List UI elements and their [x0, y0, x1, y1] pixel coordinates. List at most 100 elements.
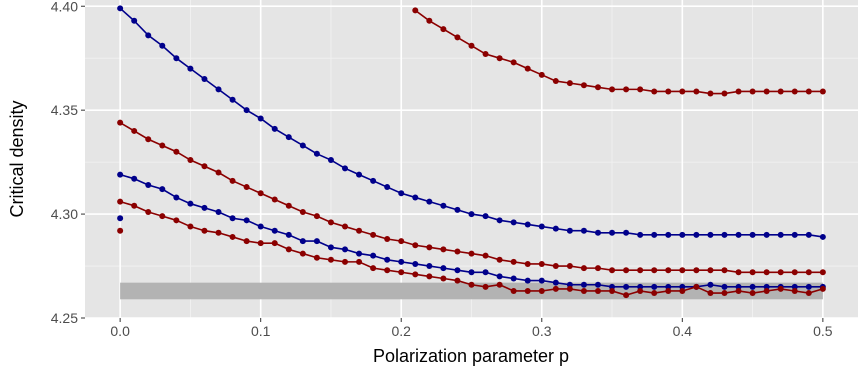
data-point	[412, 260, 419, 267]
data-point	[735, 231, 742, 238]
data-point	[440, 202, 447, 209]
data-point	[763, 287, 770, 294]
data-point	[707, 231, 714, 238]
data-point	[370, 177, 377, 184]
data-point	[159, 213, 166, 220]
data-point	[468, 250, 475, 257]
data-point	[243, 217, 250, 224]
data-point	[805, 88, 812, 95]
data-point	[580, 287, 587, 294]
data-point	[285, 134, 292, 141]
data-point	[454, 34, 461, 41]
data-point	[777, 285, 784, 292]
data-point	[566, 227, 573, 234]
data-point	[552, 225, 559, 232]
data-point	[229, 215, 236, 222]
series-4	[117, 171, 826, 290]
major-gridlines	[85, 0, 858, 319]
data-point	[285, 231, 292, 238]
data-point	[819, 269, 826, 276]
data-point	[594, 265, 601, 272]
data-point	[229, 233, 236, 240]
data-point	[398, 238, 405, 245]
data-point	[243, 184, 250, 191]
data-point	[665, 283, 672, 290]
data-point	[370, 231, 377, 238]
data-point	[623, 292, 630, 299]
data-point	[384, 267, 391, 274]
data-point	[665, 287, 672, 294]
data-point	[496, 217, 503, 224]
data-point	[117, 171, 124, 178]
series-2	[412, 7, 826, 97]
data-point	[327, 244, 334, 251]
data-point	[594, 281, 601, 288]
data-point	[299, 209, 306, 215]
data-point	[594, 84, 601, 91]
data-point	[426, 273, 433, 280]
data-point	[299, 238, 306, 245]
x-tick-label: 0.1	[251, 323, 271, 339]
data-point	[665, 267, 672, 274]
data-point	[594, 229, 601, 236]
data-point	[637, 267, 644, 274]
data-point	[117, 227, 124, 234]
series-3	[117, 119, 826, 276]
data-point	[398, 258, 405, 265]
data-point	[173, 194, 180, 201]
y-tick-label: 4.35	[51, 102, 78, 118]
data-point	[356, 250, 363, 257]
data-point	[510, 275, 517, 282]
data-point	[580, 265, 587, 272]
data-point	[651, 231, 658, 238]
data-point	[777, 88, 784, 95]
data-point	[651, 88, 658, 95]
data-point	[440, 246, 447, 253]
data-point	[356, 258, 363, 265]
data-point	[665, 88, 672, 95]
data-point	[749, 269, 756, 276]
data-point	[763, 231, 770, 238]
data-point	[271, 227, 278, 234]
data-point	[145, 181, 152, 188]
data-point	[791, 231, 798, 238]
data-point	[215, 86, 222, 93]
data-point	[749, 290, 756, 297]
x-tick-label: 0.0	[110, 323, 130, 339]
data-point	[468, 211, 475, 218]
data-point	[609, 283, 616, 290]
data-point	[777, 231, 784, 238]
data-point	[257, 223, 264, 230]
series-layer	[117, 5, 826, 299]
data-point	[201, 204, 208, 211]
data-point	[412, 242, 419, 249]
data-point	[538, 223, 545, 230]
data-point	[370, 252, 377, 259]
data-point	[173, 217, 180, 224]
data-point	[552, 263, 559, 270]
data-point	[384, 184, 391, 191]
data-point	[398, 190, 405, 197]
data-point	[215, 169, 222, 176]
data-point	[159, 186, 166, 193]
data-point	[538, 71, 545, 78]
data-point	[538, 287, 545, 294]
data-point	[510, 219, 517, 226]
data-point	[440, 265, 447, 272]
data-point	[510, 287, 517, 294]
data-point	[454, 248, 461, 255]
data-point	[623, 283, 630, 290]
data-point	[623, 267, 630, 274]
data-point	[735, 88, 742, 95]
x-tick-label: 0.5	[813, 323, 833, 339]
x-tick-label: 0.3	[532, 323, 552, 339]
data-point	[538, 260, 545, 267]
data-point	[327, 256, 334, 263]
data-point	[580, 227, 587, 234]
data-point	[412, 194, 419, 201]
data-point	[707, 290, 714, 297]
data-point	[327, 157, 334, 164]
data-point	[637, 287, 644, 294]
data-point	[342, 223, 349, 230]
data-point	[721, 231, 728, 238]
